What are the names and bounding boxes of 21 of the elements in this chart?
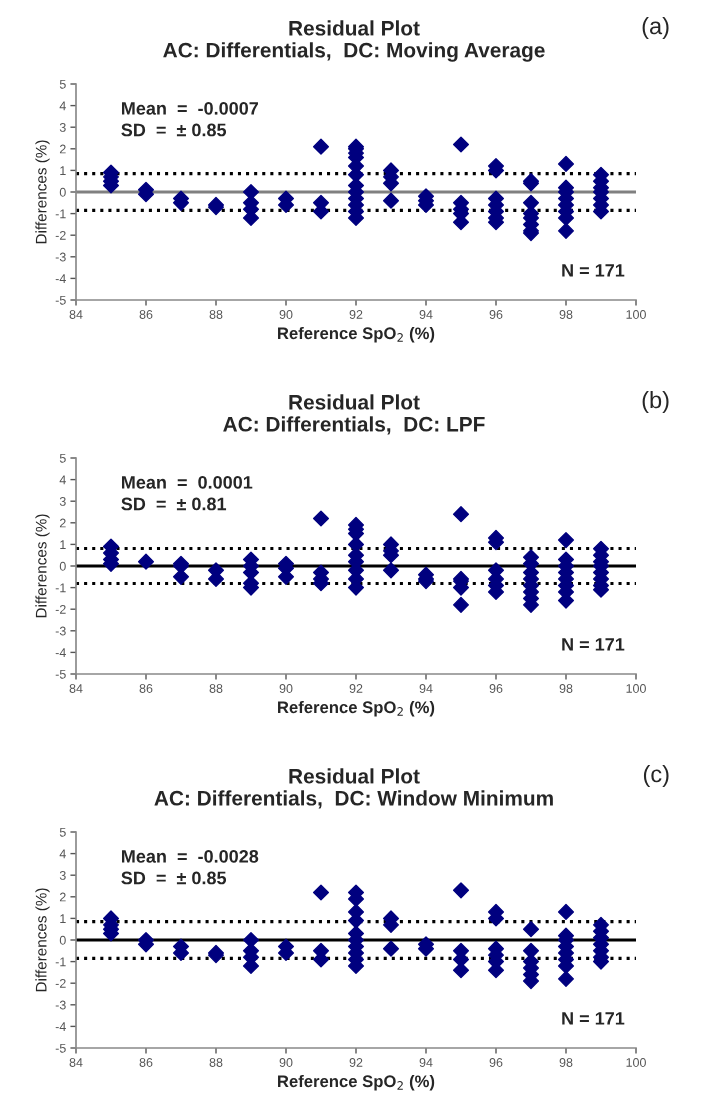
- annotation: Mean = -0.0007: [122, 101, 259, 115]
- annotation: N = 171: [562, 638, 625, 651]
- chart-subtitle: AC: Differentials, DC: Moving Average: [163, 42, 545, 62]
- chart-title: Residual Plot: [289, 394, 420, 410]
- text: (b): [642, 390, 669, 413]
- chart-title: Residual Plot: [289, 768, 420, 784]
- annotation: SD = ± 0.85: [121, 871, 227, 885]
- x-axis-title: Reference SpO$_{2}$ (%): [278, 1074, 435, 1091]
- chart-subtitle: AC: Differentials, DC: LPF: [223, 416, 485, 435]
- chart-title: Residual Plot: [289, 20, 420, 36]
- annotation: N = 171: [562, 264, 625, 277]
- chart-subtitle: AC: Differentials, DC: Window Minimum: [154, 790, 553, 809]
- text: (c): [643, 764, 669, 787]
- x-axis-title: Reference SpO$_{2}$ (%): [278, 700, 435, 717]
- annotation: SD = ± 0.85: [121, 123, 227, 137]
- annotation: Mean = 0.0001: [122, 475, 253, 489]
- text: (a): [642, 17, 669, 39]
- x-axis-title: Reference SpO$_{2}$ (%): [278, 326, 435, 343]
- annotation: SD = ± 0.81: [121, 497, 227, 511]
- annotation: N = 171: [562, 1012, 625, 1025]
- annotation: Mean = -0.0028: [122, 849, 259, 863]
